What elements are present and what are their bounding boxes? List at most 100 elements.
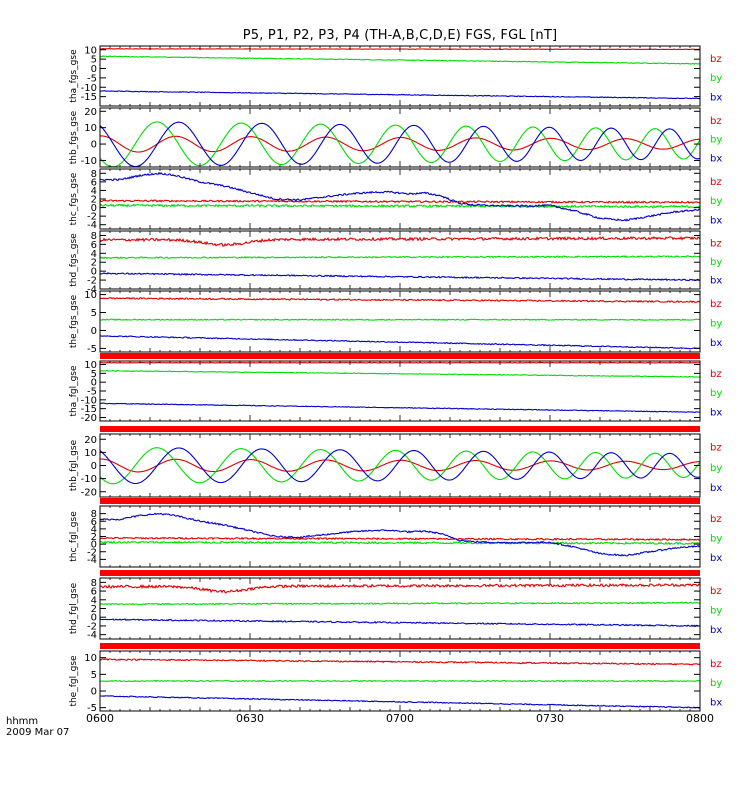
legend-entry-bx: bx: [710, 154, 722, 165]
legend-entry-bz: bz: [710, 514, 722, 525]
y-tick-label: 0: [91, 326, 97, 337]
legend-entry-by: by: [710, 319, 722, 330]
y-tick-label: 8: [91, 509, 97, 520]
legend-entry-bx: bx: [710, 338, 722, 349]
y-axis-label: thb_fgs_gse: [69, 110, 79, 164]
y-tick-label: 8: [91, 231, 97, 242]
y-tick-label: 0: [91, 203, 97, 214]
y-tick-label: 4: [91, 186, 97, 197]
panel-frame: [99, 433, 701, 498]
y-tick-label: -2: [87, 547, 97, 558]
y-tick-label: 2: [91, 532, 97, 543]
y-tick-label: -20: [81, 413, 97, 424]
series-line-by: [100, 255, 700, 260]
legend-entry-bx: bx: [710, 697, 722, 708]
legend-entry-bz: bz: [710, 586, 722, 597]
legend-entry-bx: bx: [710, 407, 722, 418]
y-tick-label: -4: [87, 555, 97, 566]
panel-the_fgs_gse: 10 5 0 -5 the_fgs_gse bz by bx: [69, 290, 722, 355]
y-tick-label: -2: [87, 212, 97, 223]
legend-entry-bz: bz: [710, 239, 722, 250]
y-tick-label: 0: [91, 140, 97, 151]
legend-entry-by: by: [710, 388, 722, 399]
legend-entry-by: by: [710, 135, 722, 146]
y-axis-label: thb_fgl_gse: [69, 439, 79, 491]
series-line-bz: [100, 296, 700, 304]
series-line-by: [100, 447, 700, 485]
series-line-bx: [100, 512, 700, 557]
y-tick-label: 0: [91, 540, 97, 551]
y-tick-label: 10: [84, 45, 97, 56]
x-tick-label: 0800: [686, 712, 714, 725]
x-axis-ticks: 0600 0630 0700 0730 0800: [86, 712, 714, 725]
legend-entry-bz: bz: [710, 116, 722, 127]
y-tick-label: -10: [81, 83, 97, 94]
legend-entry-bz: bz: [710, 177, 722, 188]
series-line-bz: [100, 536, 700, 541]
y-tick-label: 6: [91, 177, 97, 188]
legend-entry-by: by: [710, 196, 722, 207]
y-tick-label: 8: [91, 169, 97, 180]
y-tick-label: 6: [91, 240, 97, 251]
y-tick-label: 0: [91, 687, 97, 698]
series-line-bx: [100, 695, 700, 709]
series-line-bx: [100, 272, 700, 282]
panel-frame: [99, 505, 701, 568]
series-line-by: [100, 369, 700, 378]
series-line-by: [100, 318, 700, 321]
y-tick-label: 20: [84, 107, 97, 118]
legend-entry-bx: bx: [710, 92, 722, 103]
series-line-by: [100, 679, 700, 683]
y-tick-label: 0: [91, 461, 97, 472]
legend-entry-bz: bz: [710, 443, 722, 454]
series-line-by: [100, 601, 700, 606]
legend-entry-by: by: [710, 534, 722, 545]
panel-separator-bar: [100, 498, 700, 504]
y-tick-label: -4: [87, 220, 97, 231]
legend-entry-by: by: [710, 463, 722, 474]
y-tick-label: -15: [81, 404, 97, 415]
y-tick-label: 2: [91, 604, 97, 615]
series-line-by: [100, 55, 700, 65]
y-axis-label: thc_fgs_gse: [69, 172, 79, 225]
series-line-bx: [100, 447, 700, 485]
series-line-bx: [100, 171, 700, 222]
legend-entry-by: by: [710, 257, 722, 268]
legend-entry-bx: bx: [710, 553, 722, 564]
series-line-by: [100, 540, 700, 546]
y-tick-label: -4: [87, 630, 97, 641]
y-tick-label: 10: [84, 448, 97, 459]
y-axis-label: thc_fgl_gse: [69, 511, 79, 562]
y-tick-label: -5: [87, 344, 97, 355]
y-tick-label: 6: [91, 517, 97, 528]
series-line-bz: [100, 658, 700, 666]
series-line-by: [100, 203, 700, 209]
x-axis-date-label: 2009 Mar 07: [6, 727, 70, 738]
legend-entry-bx: bx: [710, 276, 722, 287]
x-tick-label: 0630: [236, 712, 264, 725]
y-tick-label: -2: [87, 276, 97, 287]
legend-entry-bz: bz: [710, 54, 722, 65]
x-axis-caption: hhmm 2009 Mar 07: [6, 716, 69, 738]
y-axis-label: thd_fgs_gse: [69, 233, 79, 287]
x-axis-unit-label: hhmm: [6, 716, 39, 727]
y-axis-label: thd_fgl_gse: [69, 582, 79, 634]
series-line-bx: [100, 121, 700, 167]
panel-frame: [99, 360, 701, 422]
series-line-bz: [100, 199, 700, 205]
legend-entry-bx: bx: [710, 483, 722, 494]
y-tick-label: 2: [91, 195, 97, 206]
y-tick-label: 2: [91, 258, 97, 269]
x-tick-label: 0730: [536, 712, 564, 725]
x-tick-label: 0700: [386, 712, 414, 725]
panel-separator-bar: [100, 570, 700, 576]
y-tick-label: 10: [84, 360, 97, 371]
y-axis-label: the_fgl_gse: [69, 655, 79, 707]
y-tick-label: -20: [81, 487, 97, 498]
